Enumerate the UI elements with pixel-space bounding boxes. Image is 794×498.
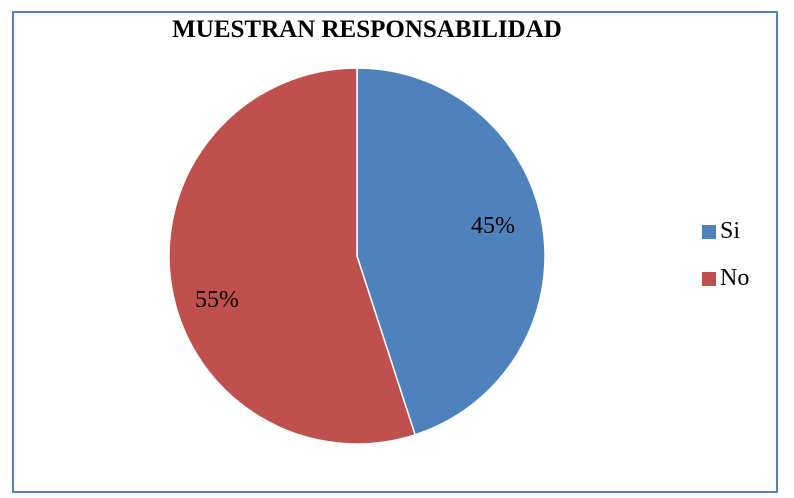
legend-swatch-si — [702, 224, 716, 239]
pie-slice-si — [356, 67, 546, 436]
legend-item-no: No — [702, 255, 749, 302]
legend-label-no: No — [720, 265, 750, 291]
legend-label-si: Si — [720, 218, 741, 244]
data-label-no: 55% — [195, 287, 239, 313]
legend-swatch-no — [702, 271, 716, 286]
chart-title: MUESTRAN RESPONSABILIDAD — [172, 16, 562, 43]
data-label-si: 45% — [471, 213, 515, 239]
legend: Si No — [702, 208, 749, 302]
pie-slice-no — [168, 67, 417, 445]
legend-item-si: Si — [702, 208, 749, 255]
